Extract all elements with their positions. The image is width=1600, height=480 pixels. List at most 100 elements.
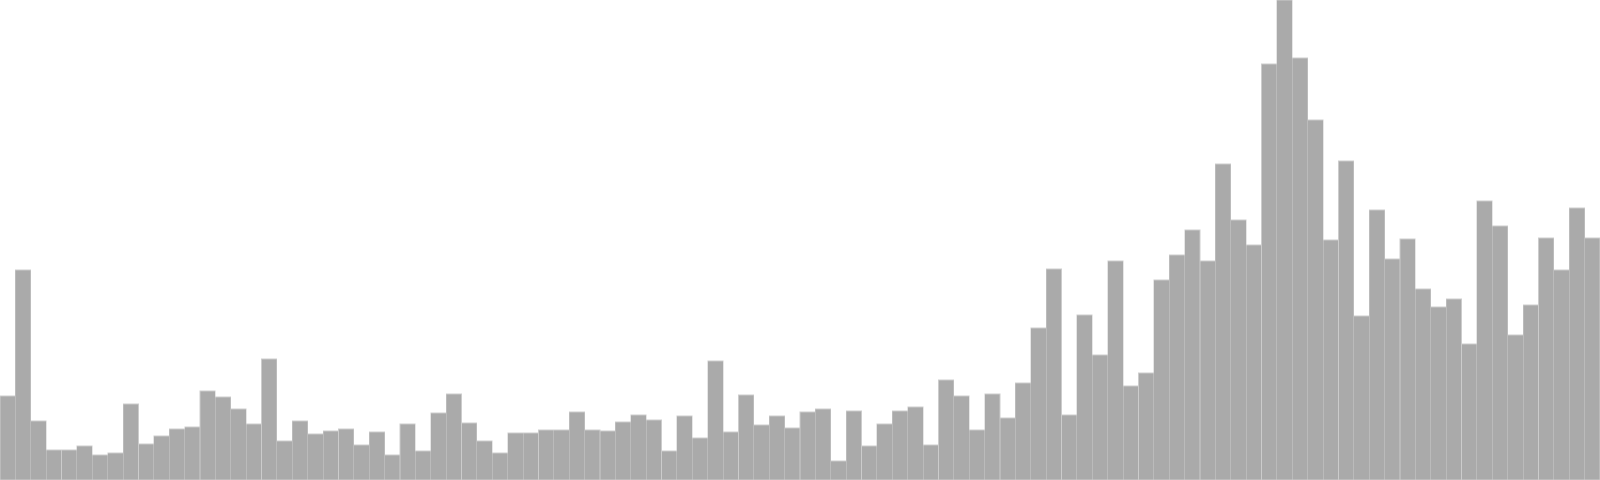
bar	[461, 422, 478, 480]
bar	[1445, 298, 1462, 480]
bar	[1353, 315, 1370, 480]
bar	[1245, 244, 1262, 480]
bar	[1522, 304, 1539, 480]
bar	[1292, 57, 1308, 480]
bar	[830, 460, 847, 480]
bar	[215, 396, 232, 480]
bar	[307, 433, 324, 480]
bar	[707, 360, 724, 480]
bar	[753, 424, 770, 480]
bar	[445, 393, 462, 480]
bar	[107, 452, 124, 480]
bar	[1045, 268, 1062, 480]
bar	[1168, 254, 1185, 480]
bar	[1338, 160, 1355, 480]
bar	[722, 431, 739, 480]
bar	[368, 431, 385, 480]
bar	[1261, 63, 1278, 480]
bar	[245, 423, 262, 480]
bar	[845, 410, 862, 480]
bar	[45, 449, 62, 480]
bar	[0, 395, 16, 480]
bar	[1230, 219, 1247, 480]
bar	[907, 406, 924, 480]
bar	[276, 440, 293, 480]
bar	[230, 408, 247, 480]
bar	[122, 403, 139, 480]
bar	[615, 421, 632, 480]
bar	[415, 450, 432, 480]
bar	[15, 269, 32, 480]
bar	[1322, 239, 1339, 480]
bar	[1092, 354, 1108, 480]
bar	[292, 420, 308, 480]
bar	[861, 445, 878, 480]
bar	[492, 452, 508, 480]
bar	[507, 432, 524, 480]
bar	[153, 435, 170, 480]
bar	[322, 430, 339, 480]
bar	[1276, 0, 1293, 480]
bar	[768, 415, 785, 480]
bar	[1507, 334, 1524, 480]
bar	[1476, 200, 1493, 480]
bar	[1568, 207, 1585, 480]
bar	[784, 427, 801, 480]
bar	[1553, 269, 1570, 480]
bar	[568, 411, 585, 480]
bar	[999, 417, 1016, 480]
bar	[799, 411, 816, 480]
bar	[676, 415, 693, 480]
bar	[522, 432, 539, 480]
bar	[984, 393, 1001, 480]
bar	[353, 444, 370, 480]
bar	[184, 426, 201, 480]
bar	[1384, 258, 1401, 480]
bar	[1492, 225, 1508, 480]
bar	[1584, 237, 1600, 480]
bar	[968, 429, 985, 480]
bar	[199, 390, 216, 480]
bar	[1107, 260, 1124, 480]
bar	[476, 440, 493, 480]
bar	[876, 423, 893, 480]
bar	[815, 408, 832, 480]
bar	[692, 437, 708, 480]
bar	[538, 429, 555, 480]
bar	[630, 414, 647, 480]
bar	[1076, 314, 1093, 480]
bar	[1430, 306, 1447, 480]
bar	[1461, 343, 1478, 480]
bar	[1368, 209, 1385, 480]
bar	[922, 444, 939, 480]
bar	[599, 430, 616, 480]
bar	[645, 419, 662, 480]
bar	[1061, 414, 1078, 480]
bar	[553, 429, 570, 480]
bar	[1215, 163, 1232, 480]
bar	[738, 394, 755, 480]
bar	[338, 428, 355, 480]
bar	[1184, 229, 1201, 480]
bar	[168, 428, 185, 480]
bar	[1307, 119, 1324, 480]
bar	[138, 443, 155, 480]
bar	[1030, 327, 1047, 480]
bar	[61, 449, 78, 480]
bar	[661, 450, 678, 480]
bar	[1153, 279, 1170, 480]
bar	[1122, 385, 1139, 480]
bar	[938, 379, 955, 480]
bar	[30, 420, 47, 480]
bar	[399, 423, 416, 480]
bar	[1538, 237, 1555, 480]
bar	[892, 410, 908, 480]
bar	[261, 358, 278, 480]
bar	[1138, 372, 1155, 480]
bar	[430, 412, 447, 480]
bar	[1399, 238, 1416, 480]
bar	[92, 454, 108, 480]
bar	[584, 429, 601, 480]
